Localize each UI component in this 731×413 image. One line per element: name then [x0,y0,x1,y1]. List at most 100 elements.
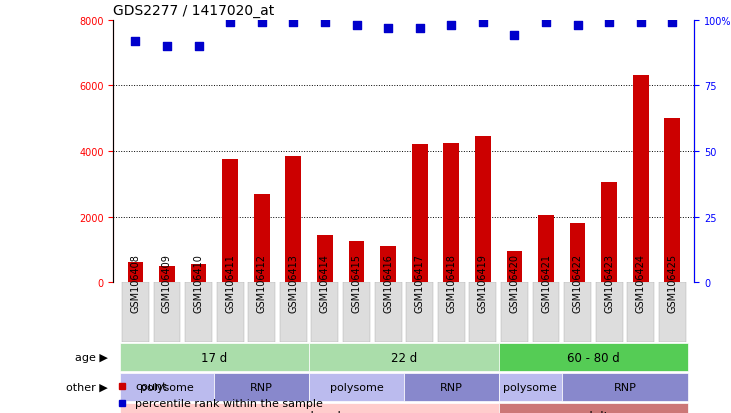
Point [319,20,330,26]
Bar [214,373,309,401]
Bar [475,137,491,282]
Point [540,20,552,26]
Bar [507,252,523,282]
Text: development stage ▶: development stage ▶ [0,412,107,413]
Point [509,33,520,40]
Text: RNP: RNP [613,382,637,392]
Point [667,20,678,26]
Bar [317,235,333,282]
Bar [217,282,243,342]
Text: GSM106413: GSM106413 [288,254,298,313]
Bar [254,194,270,282]
Text: GSM106408: GSM106408 [130,254,140,313]
Text: adult: adult [578,410,609,413]
Text: GSM106423: GSM106423 [605,254,614,313]
Bar [596,282,623,342]
Bar [309,344,499,371]
Point [287,20,299,26]
Bar [569,223,586,282]
Text: prepuberal: prepuberal [277,410,341,413]
Point [477,20,489,26]
Bar [159,266,175,282]
Point [129,38,141,45]
Text: 17 d: 17 d [201,351,227,364]
Bar [285,157,301,282]
Bar [343,282,370,342]
Bar [602,183,617,282]
Bar [438,282,465,342]
Bar [120,373,214,401]
Bar [538,216,554,282]
Bar [154,282,181,342]
Text: count: count [135,381,167,391]
Text: RNP: RNP [250,382,273,392]
Text: other ▶: other ▶ [66,382,107,392]
Bar [627,282,654,342]
Text: GSM106420: GSM106420 [510,254,520,313]
Point [572,23,583,29]
Text: polysome: polysome [140,382,194,392]
Text: 60 - 80 d: 60 - 80 d [567,351,620,364]
Bar [659,282,686,342]
Bar [562,373,688,401]
Point [382,25,394,32]
Text: GSM106422: GSM106422 [572,254,583,313]
Text: GSM106416: GSM106416 [383,254,393,313]
Text: polysome: polysome [504,382,557,392]
Text: RNP: RNP [440,382,463,392]
Bar [444,143,459,282]
Text: polysome: polysome [330,382,383,392]
Text: GSM106421: GSM106421 [541,254,551,313]
Bar [380,247,396,282]
Text: GSM106417: GSM106417 [414,254,425,313]
Bar [533,282,559,342]
Point [635,20,647,26]
Point [603,20,615,26]
Text: GDS2277 / 1417020_at: GDS2277 / 1417020_at [113,4,275,18]
Text: GSM106410: GSM106410 [194,254,203,313]
Text: GSM106418: GSM106418 [446,254,456,313]
Bar [499,403,688,413]
Bar [309,373,404,401]
Text: GSM106409: GSM106409 [162,254,172,313]
Bar [122,282,149,342]
Bar [501,282,528,342]
Bar [280,282,307,342]
Bar [564,282,591,342]
Text: percentile rank within the sample: percentile rank within the sample [135,398,323,408]
Point [414,25,425,32]
Bar [412,145,428,282]
Bar [375,282,401,342]
Text: age ▶: age ▶ [75,352,107,362]
Bar [499,344,688,371]
Bar [404,373,499,401]
Point [224,20,236,26]
Bar [185,282,212,342]
Point [256,20,268,26]
Bar [406,282,433,342]
Bar [469,282,496,342]
Text: GSM106414: GSM106414 [320,254,330,313]
Text: GSM106415: GSM106415 [352,254,362,313]
Text: 22 d: 22 d [391,351,417,364]
Bar [349,242,364,282]
Point [351,23,363,29]
Text: GSM106419: GSM106419 [478,254,488,313]
Point [445,23,457,29]
Bar [664,119,681,282]
Point [161,43,173,50]
Bar [127,263,143,282]
Bar [633,76,648,282]
Bar [191,264,206,282]
Text: GSM106425: GSM106425 [667,254,678,313]
Text: GSM106412: GSM106412 [257,254,267,313]
Bar [120,344,309,371]
Bar [249,282,275,342]
Bar [499,373,562,401]
Bar [311,282,338,342]
Text: GSM106411: GSM106411 [225,254,235,313]
Bar [120,403,499,413]
Bar [222,160,238,282]
Text: GSM106424: GSM106424 [636,254,645,313]
Point [193,43,205,50]
